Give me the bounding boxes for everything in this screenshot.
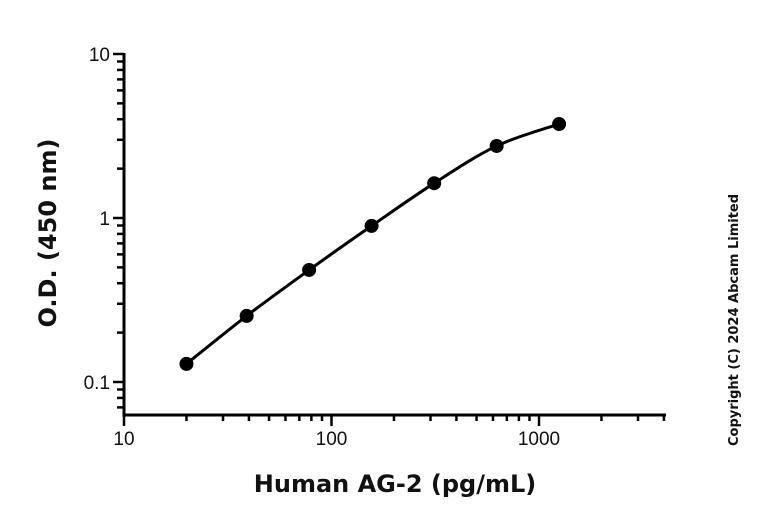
data-point [239,308,254,323]
data-point [489,138,504,153]
x-axis-title: Human AG-2 (pg/mL) [254,470,536,498]
data-point [552,117,567,132]
x-tick-label: 10 [113,429,134,450]
data-point [179,356,194,371]
axes: 0.1 1 10 10 100 1000 [84,45,666,450]
x-tick-label: 1000 [518,429,560,450]
data-point [364,218,379,233]
x-tick-label: 100 [316,429,348,450]
y-tick-label: 0.1 [84,373,110,394]
y-axis-title: O.D. (450 nm) [34,139,62,328]
data-points [179,117,567,371]
y-tick-label: 1 [99,209,110,230]
copyright-notice: Copyright (C) 2024 Abcam Limited [727,194,742,446]
fit-curve [185,122,560,366]
fit-curve-path [185,122,560,366]
data-point [302,262,317,277]
y-tick-label: 10 [89,45,110,66]
data-point [427,176,442,191]
